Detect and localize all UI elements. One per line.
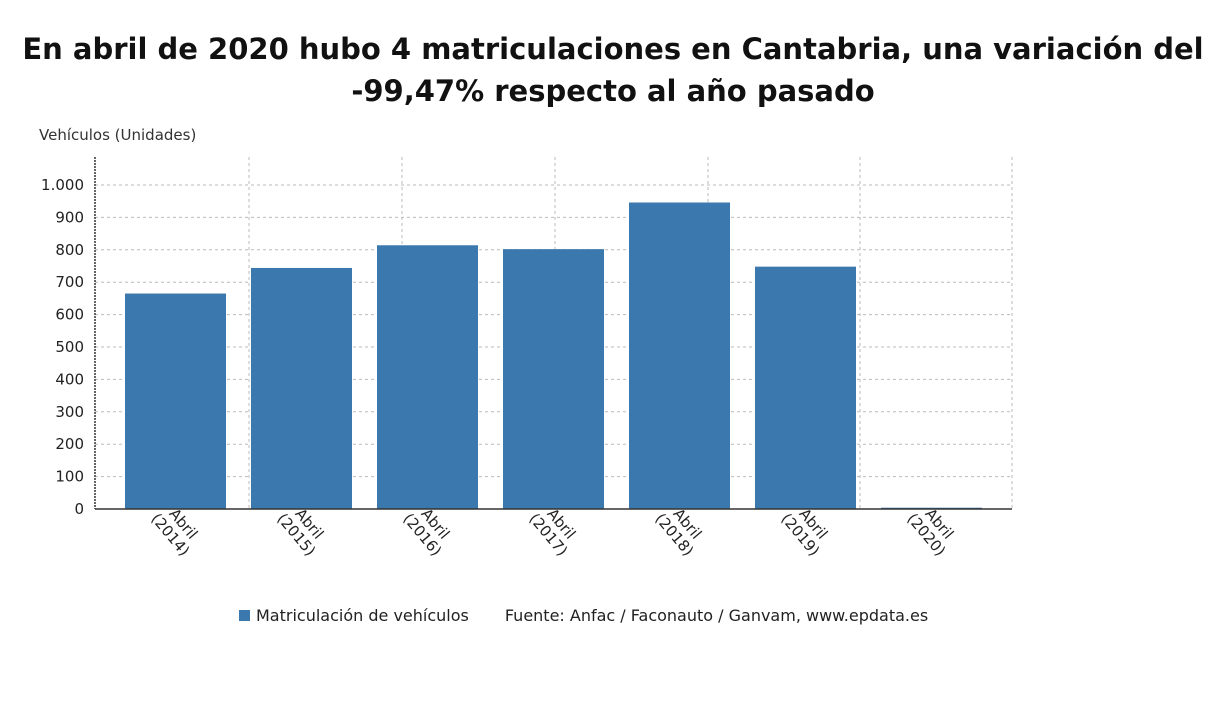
y-tick-label: 1.000 xyxy=(41,176,84,194)
y-tick-label: 800 xyxy=(55,241,84,259)
chart-title: En abril de 2020 hubo 4 matriculaciones … xyxy=(22,32,1204,108)
y-tick-label: 200 xyxy=(55,435,84,453)
legend: Matriculación de vehículos Fuente: Anfac… xyxy=(239,606,928,625)
bar xyxy=(755,266,856,509)
y-tick-label: 300 xyxy=(55,403,84,421)
bar xyxy=(377,245,478,509)
source-note: Fuente: Anfac / Faconauto / Ganvam, www.… xyxy=(504,606,929,625)
bar xyxy=(629,202,730,509)
y-tick-label: 700 xyxy=(55,273,84,291)
y-tick-label: 500 xyxy=(55,338,84,356)
y-tick-label: 900 xyxy=(55,208,84,226)
bar xyxy=(503,249,604,510)
y-tick-label: 600 xyxy=(55,306,84,324)
bar xyxy=(251,267,352,509)
legend-swatch xyxy=(239,610,250,621)
y-tick-label: 0 xyxy=(74,500,84,518)
y-tick-label: 100 xyxy=(55,468,84,486)
y-axis-label: Vehículos (Unidades) xyxy=(39,126,197,144)
legend-label: Matriculación de vehículos xyxy=(256,606,469,625)
bar xyxy=(125,293,226,509)
y-tick-label: 400 xyxy=(55,370,84,388)
